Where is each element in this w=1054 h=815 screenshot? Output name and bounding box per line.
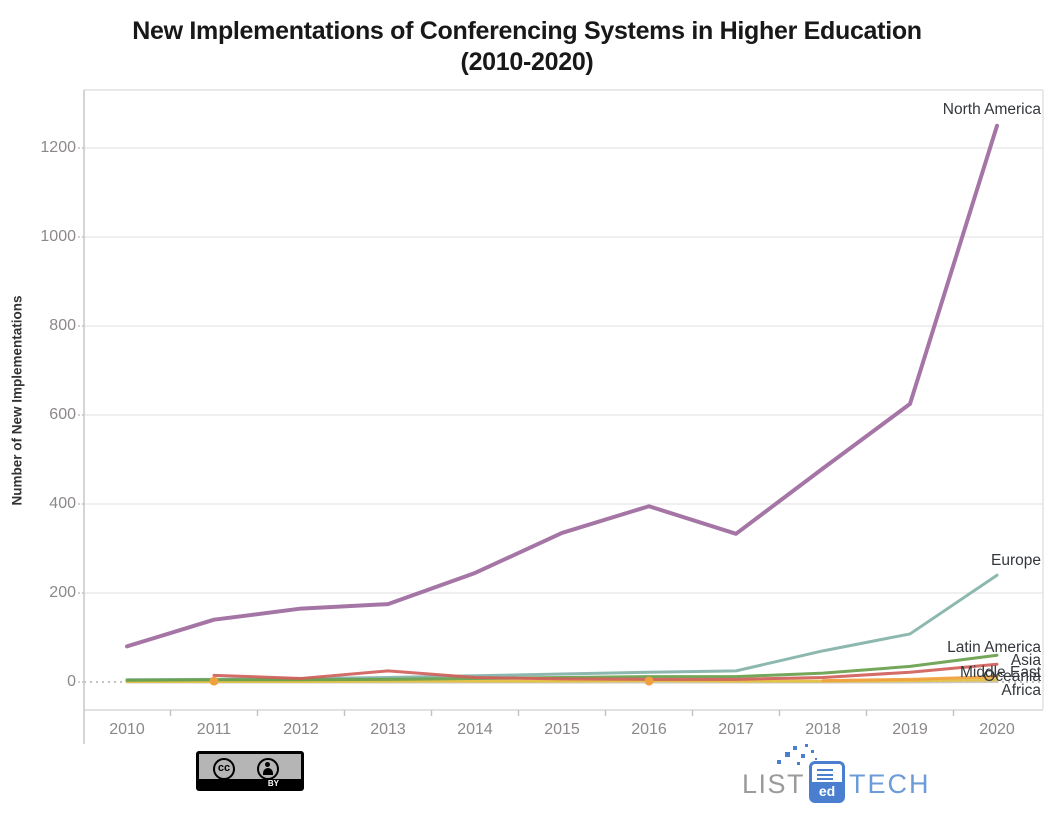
y-tick-label-1200: 1200 (40, 139, 76, 156)
cc-by-label: BY (267, 779, 279, 788)
y-tick-label-0: 0 (67, 673, 76, 690)
cc-by-license-badge: cc BY (196, 751, 304, 791)
x-tick-label-2010: 2010 (109, 721, 145, 738)
series-label-africa: Africa (1001, 682, 1041, 699)
x-tick-label-2018: 2018 (805, 721, 841, 738)
series-label-latin-america: Latin America (947, 639, 1041, 656)
chart-title-line1: New Implementations of Conferencing Syst… (132, 17, 922, 45)
y-tick-label-400: 400 (49, 495, 76, 512)
y-tick-label-800: 800 (49, 317, 76, 334)
series-label-oceania: Oceania (983, 668, 1041, 685)
x-tick-label-2014: 2014 (457, 721, 493, 738)
y-tick-label-1000: 1000 (40, 228, 76, 245)
x-tick-label-2017: 2017 (718, 721, 754, 738)
chart-title: New Implementations of Conferencing Syst… (0, 16, 1054, 78)
x-tick-label-2011: 2011 (196, 721, 232, 738)
x-tick-label-2019: 2019 (892, 721, 928, 738)
series-label-middle-east: Middle East (960, 664, 1041, 681)
logo-ed-text: ed (812, 782, 843, 800)
x-tick-label-2013: 2013 (370, 721, 406, 738)
chart-title-line2: (2010-2020) (460, 48, 594, 76)
y-tick-label-600: 600 (49, 406, 76, 423)
series-label-europe: Europe (991, 552, 1041, 569)
x-tick-label-2012: 2012 (283, 721, 319, 738)
x-tick-label-2016: 2016 (631, 721, 667, 738)
x-tick-label-2015: 2015 (544, 721, 580, 738)
x-tick-label-2020: 2020 (979, 721, 1015, 738)
document-icon: ed (809, 761, 846, 803)
logo-pixel-dots-icon (775, 742, 825, 772)
logo-list-text: LIST (742, 769, 806, 799)
logo-tech-text: TECH (849, 769, 931, 799)
person-icon (257, 758, 279, 780)
series-label-north-america: North America (942, 101, 1041, 118)
cc-icon: cc (213, 758, 235, 780)
y-tick-label-200: 200 (49, 584, 76, 601)
cc-badge-strip (199, 779, 301, 788)
series-label-asia: Asia (1010, 652, 1041, 669)
listedtech-logo: LIST ed TECH (742, 753, 931, 803)
